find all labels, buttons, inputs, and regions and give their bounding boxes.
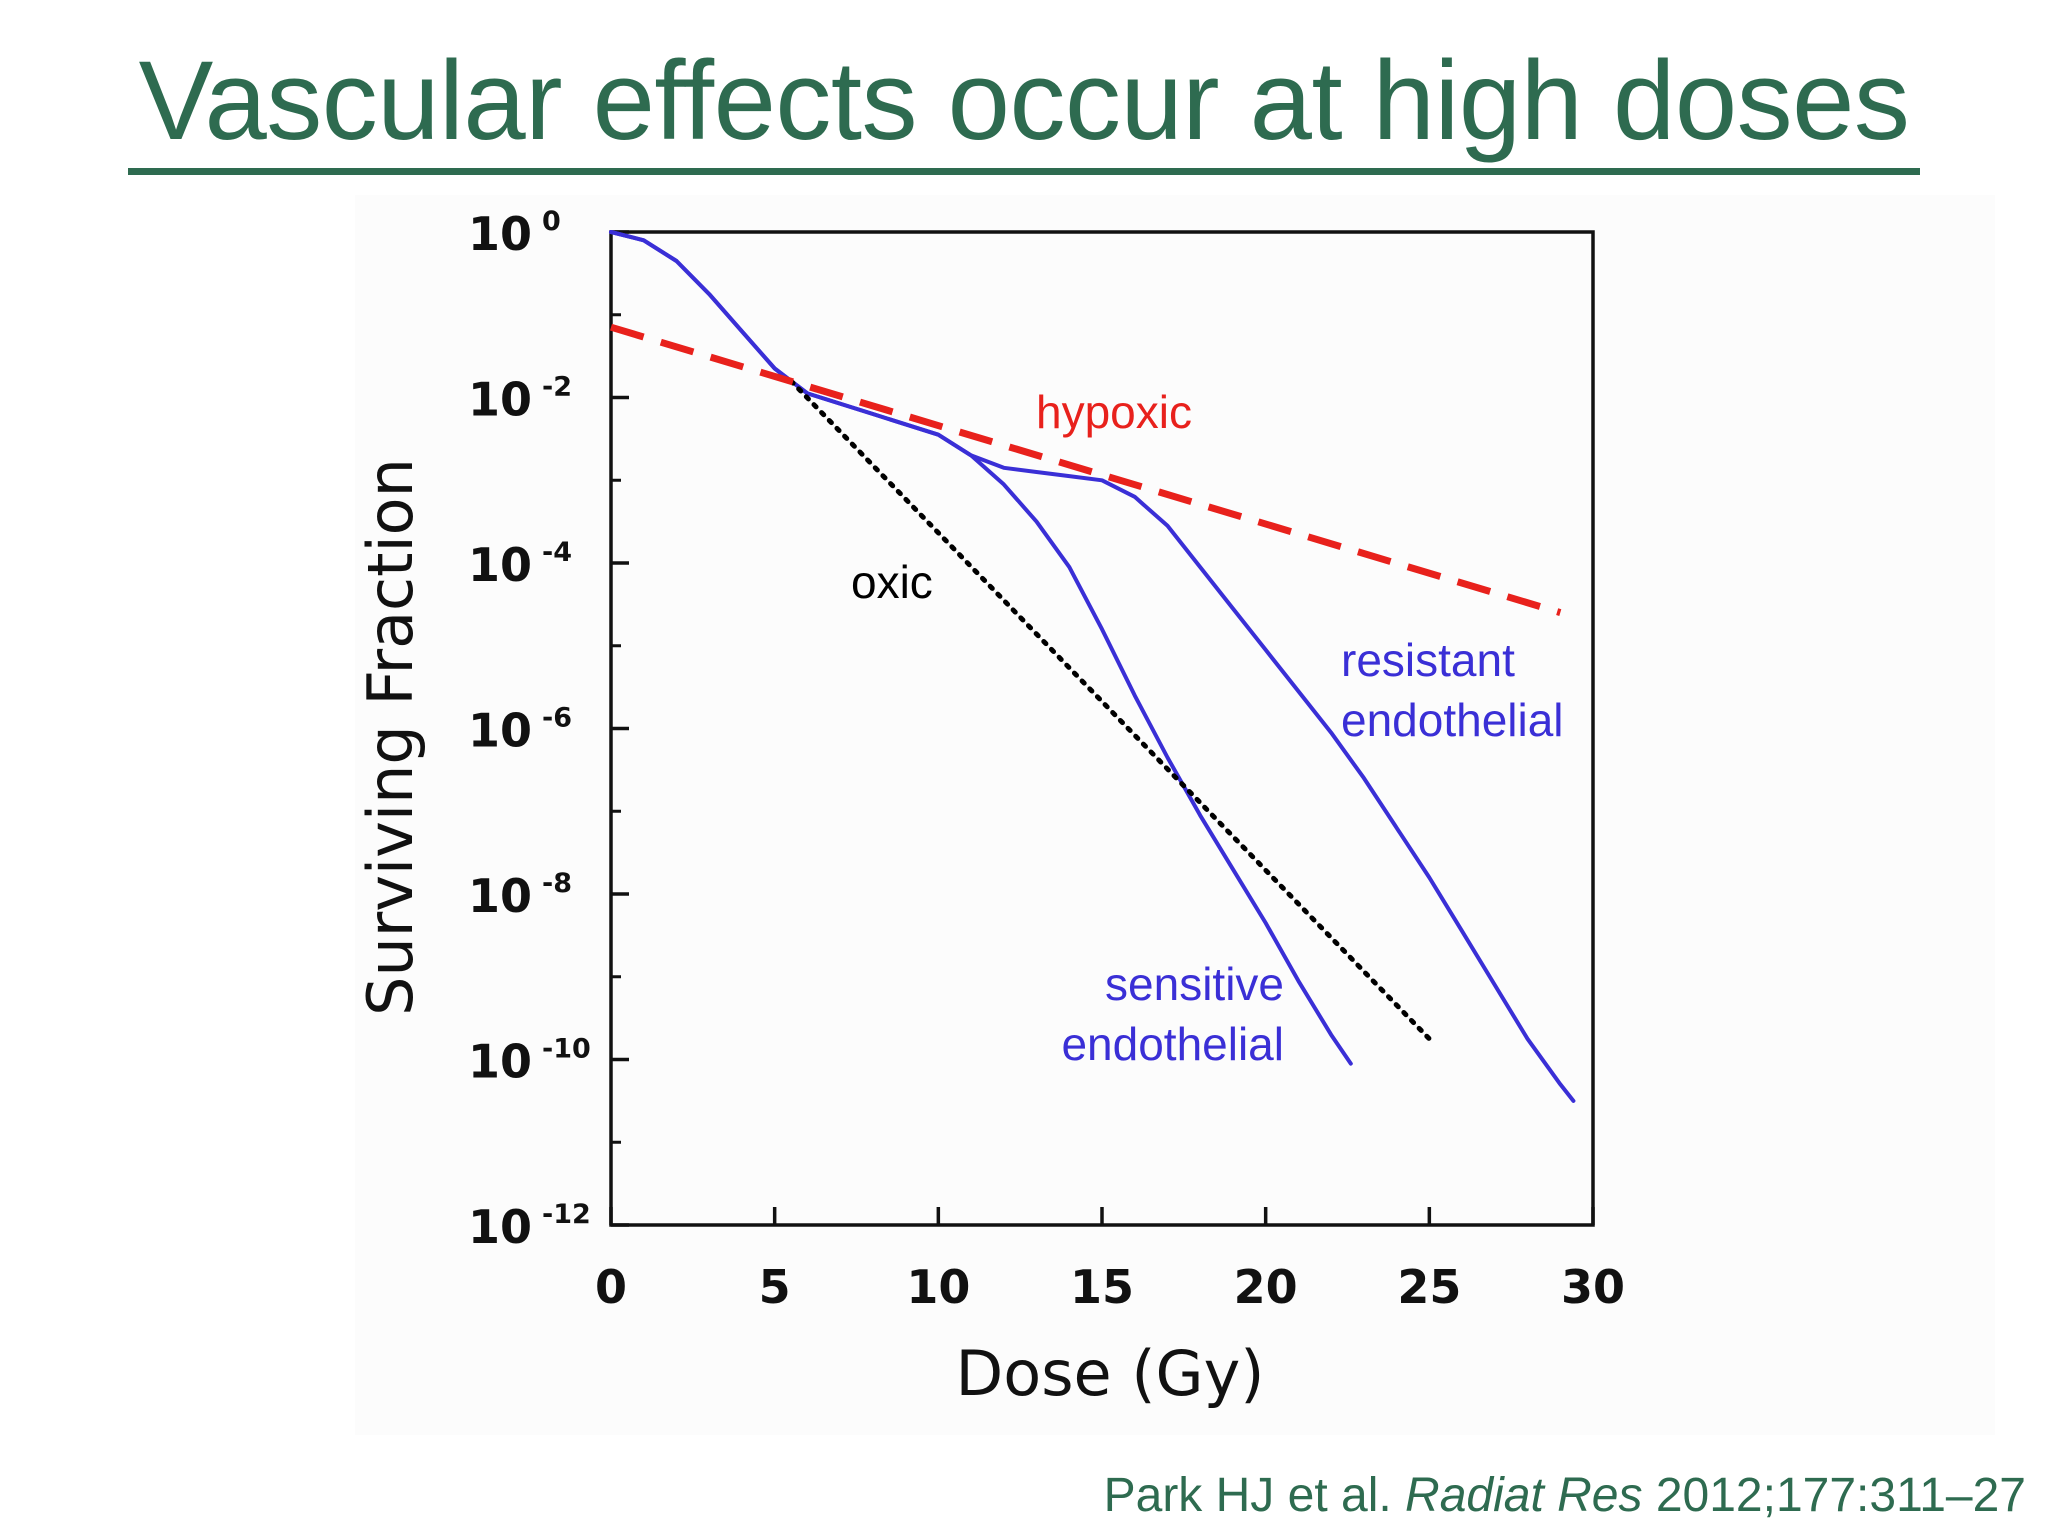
y-tick-label: 10 -10 [468, 1034, 591, 1089]
series-label-resistant: resistant endothelial [1341, 634, 1564, 746]
citation-details: 2012;177:311–27 [1655, 1469, 2026, 1522]
x-tick-label: 25 [1397, 1260, 1461, 1314]
citation-authors: Park HJ et al. [1103, 1469, 1392, 1522]
series-line-sensitive [609, 230, 1353, 1066]
citation-journal: Radiat Res [1405, 1469, 1643, 1522]
slide-title: Vascular effects occur at high doses [138, 38, 1910, 163]
y-tick-label: 10 -8 [468, 868, 572, 923]
series-layer: sensitive endothelial resistant endothelial… [609, 230, 1576, 1103]
x-tick-label: 15 [1070, 1260, 1134, 1314]
series-line-hypoxic [609, 323, 1562, 616]
y-tick-label: 10 -4 [468, 537, 572, 592]
x-axis-ticks: 0 5 10 15 20 25 30 [595, 1207, 1625, 1314]
figure-background [355, 195, 1995, 1435]
series-label-hypoxic: hypoxic [1036, 386, 1192, 438]
y-tick-label: 10 -12 [468, 1199, 591, 1254]
series-line-resistant [609, 230, 1576, 1103]
y-axis-label: Surviving Fraction [354, 458, 427, 1016]
series-label-sensitive: sensitive endothelial [1061, 958, 1284, 1070]
y-tick-label: 10 -6 [468, 703, 572, 758]
y-tick-label: 10 0 [468, 206, 561, 261]
series-label-oxic: oxic [851, 556, 933, 608]
x-axis-label: Dose (Gy) [956, 1337, 1265, 1410]
y-minor-ticks [611, 313, 621, 1144]
x-tick-label: 30 [1561, 1260, 1625, 1314]
citation: Park HJ et al. Radiat Res 2012;177:311–2… [1104, 1468, 2026, 1524]
series-line-oxic [788, 378, 1432, 1042]
x-tick-label: 20 [1234, 1260, 1298, 1314]
x-tick-label: 10 [906, 1260, 970, 1314]
x-tick-label: 5 [759, 1260, 791, 1314]
y-tick-label: 10 -2 [468, 372, 572, 427]
title-divider [128, 168, 1920, 175]
x-tick-label: 0 [595, 1260, 627, 1314]
